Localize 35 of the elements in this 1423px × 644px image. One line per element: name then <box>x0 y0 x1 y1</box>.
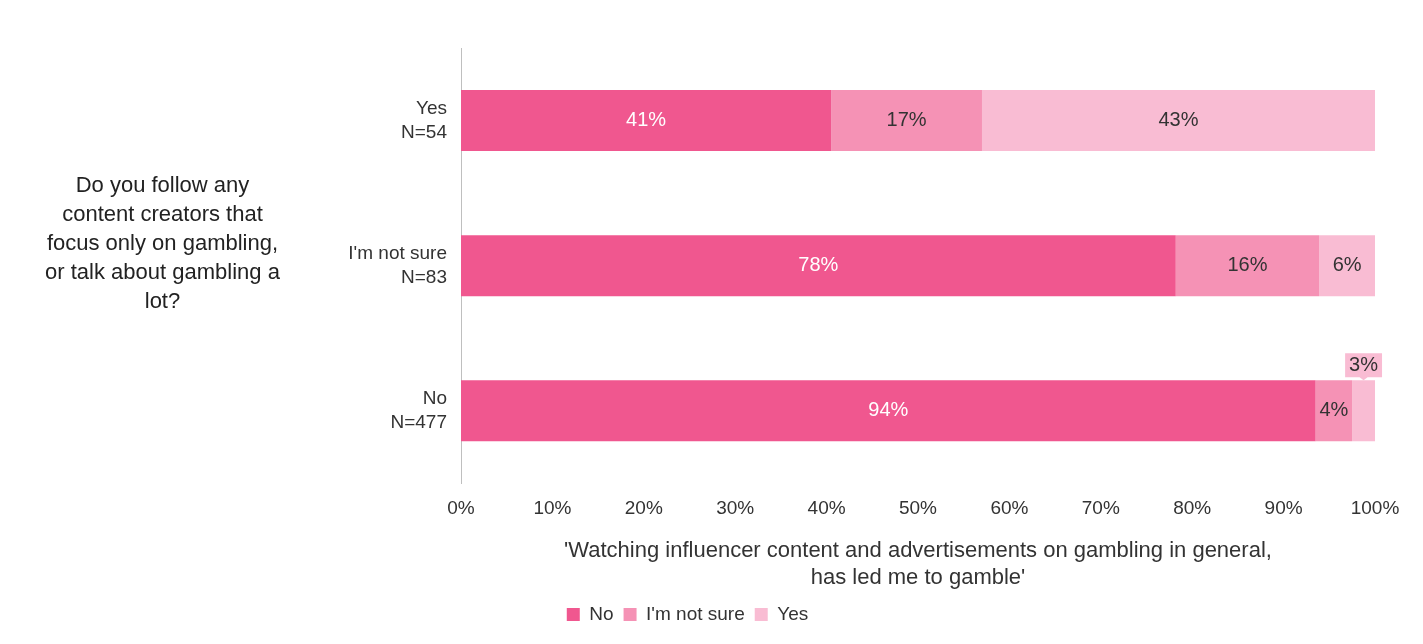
data-label: 78% <box>798 253 839 276</box>
data-label: 3% <box>1349 352 1379 375</box>
bar <box>461 380 1316 442</box>
legend-label: No <box>589 602 614 624</box>
y-tick-label: Yes N=54 <box>401 96 448 142</box>
x-tick-label: 0% <box>447 497 475 519</box>
x-tick-label: 60% <box>990 497 1029 519</box>
x-tick-label: 50% <box>898 497 938 519</box>
x-tick-label: 30% <box>716 497 755 519</box>
x-tick-label: 70% <box>1081 497 1120 519</box>
bar <box>981 90 1375 152</box>
bar <box>461 235 1176 297</box>
data-label: 6% <box>1332 253 1362 276</box>
legend-label: Yes <box>777 602 809 624</box>
data-label: 17% <box>886 108 927 131</box>
x-tick-label: 40% <box>807 497 846 519</box>
data-label: 41% <box>626 108 667 131</box>
x-tick-label: 100% <box>1350 497 1400 519</box>
data-label: 16% <box>1227 253 1268 276</box>
data-label: 94% <box>868 398 909 421</box>
bar <box>461 90 832 152</box>
y-axis-title: Do you follow any content creators that focus only on gambling, or talk about gambling a lot? <box>45 171 280 315</box>
x-tick-label: 20% <box>624 497 663 519</box>
data-label: 43% <box>1158 108 1199 131</box>
x-axis-title: 'Watching influencer content and advertisements on gambling in general, has led me to gamble' <box>564 537 1272 589</box>
data-label: 4% <box>1319 398 1349 421</box>
x-tick-label: 10% <box>533 497 572 519</box>
bar <box>831 90 982 152</box>
x-tick-label: 90% <box>1264 497 1303 519</box>
y-tick-label: No N=477 <box>390 387 447 432</box>
y-tick-label: I'm not sure N=83 <box>348 242 447 287</box>
legend-label: I'm not sure <box>646 602 745 624</box>
bar <box>1319 235 1375 297</box>
bar <box>1175 235 1320 297</box>
x-tick-label: 80% <box>1173 497 1212 519</box>
